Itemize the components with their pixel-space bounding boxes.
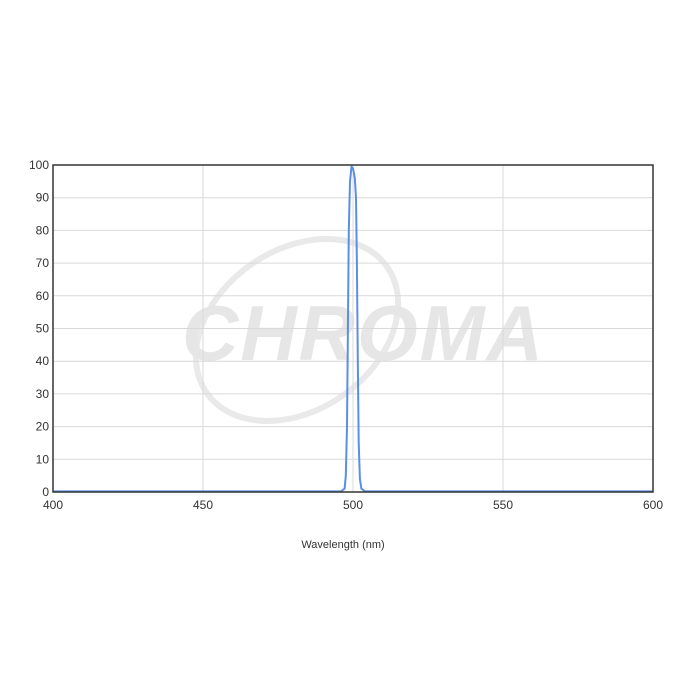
watermark-text: CHROMA xyxy=(182,289,545,377)
x-tick-label: 450 xyxy=(193,498,213,512)
y-tick-label: 40 xyxy=(36,354,50,368)
y-tick-label: 70 xyxy=(36,256,50,270)
y-tick-label: 50 xyxy=(36,322,50,336)
x-axis: 400 450 500 550 600 xyxy=(43,498,663,512)
x-tick-label: 600 xyxy=(643,498,663,512)
y-axis: 0 10 20 30 40 50 60 70 80 90 100 xyxy=(29,158,49,499)
y-tick-label: 100 xyxy=(29,158,49,172)
series-line xyxy=(53,165,653,493)
y-tick-label: 0 xyxy=(42,485,49,499)
x-tick-label: 400 xyxy=(43,498,63,512)
y-tick-label: 10 xyxy=(36,452,50,466)
y-tick-label: 90 xyxy=(36,191,50,205)
y-tick-label: 60 xyxy=(36,289,50,303)
x-tick-label: 550 xyxy=(493,498,513,512)
x-axis-title: Wavelength (nm) xyxy=(301,539,384,551)
grid xyxy=(53,165,653,492)
watermark-swoosh xyxy=(192,236,402,424)
plot-frame xyxy=(52,164,654,493)
series-layer xyxy=(53,165,653,493)
y-tick-label: 80 xyxy=(36,223,50,237)
y-tick-label: 30 xyxy=(36,387,50,401)
y-tick-label: 20 xyxy=(36,420,50,434)
chroma-watermark: CHROMA xyxy=(182,236,545,424)
x-tick-label: 500 xyxy=(343,498,363,512)
